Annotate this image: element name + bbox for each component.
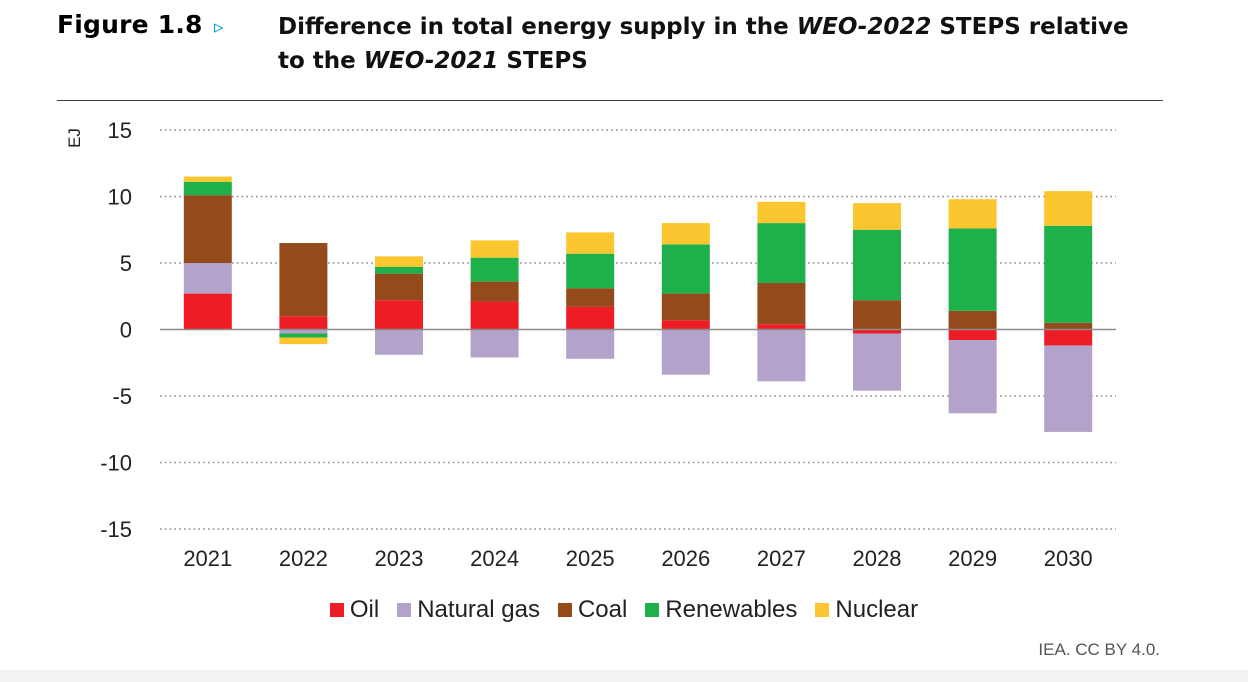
legend-swatch — [645, 603, 660, 617]
bar-segment-renewables — [375, 266, 423, 274]
bar-segment-renewables — [661, 244, 710, 294]
legend-label: Natural gas — [417, 596, 540, 623]
bar-segment-oil — [375, 300, 423, 330]
bar-segment-natural-gas — [853, 333, 901, 391]
y-tick-label: -5 — [112, 384, 132, 409]
bar-segment-natural-gas — [661, 329, 710, 375]
source-credit: IEA. CC BY 4.0. — [1038, 640, 1160, 659]
bar-segment-oil — [279, 316, 328, 330]
bar-segment-nuclear — [566, 232, 615, 254]
bar-segment-renewables — [183, 181, 232, 196]
y-tick-label: 10 — [108, 185, 132, 210]
legend-item-oil: Oil — [329, 596, 380, 624]
x-tick-label: 2024 — [470, 546, 519, 571]
figure-title: Difference in total energy supply in the… — [278, 10, 1158, 78]
title-text-2: STEPS relative to the — [278, 14, 1129, 74]
title-text-1: Difference in total energy supply in the — [278, 14, 797, 40]
title-italic-2: WEO-2021 — [363, 48, 499, 74]
bar-segment-natural-gas — [566, 329, 615, 359]
bar-segment-renewables — [948, 228, 997, 311]
legend-item-renewables: Renewables — [645, 596, 797, 624]
y-tick-label: 0 — [120, 318, 132, 343]
legend-swatch — [397, 603, 412, 617]
bar-segment-nuclear — [661, 223, 710, 245]
legend-label: Renewables — [665, 596, 798, 623]
title-text-3: STEPS — [498, 48, 588, 74]
legend-label: Oil — [349, 596, 380, 623]
legend-label: Nuclear — [835, 596, 919, 623]
bar-segment-coal — [470, 281, 519, 302]
bar-segment-renewables — [1044, 225, 1093, 323]
bar-segment-coal — [853, 300, 901, 330]
bar-segment-nuclear — [375, 256, 423, 267]
bar-segment-renewables — [566, 253, 615, 289]
legend-swatch — [557, 603, 572, 617]
x-tick-label: 2026 — [661, 546, 710, 571]
chart-legend: Oil Natural gas Coal Renewables Nuclear — [0, 596, 1248, 624]
bar-segment-coal — [1044, 322, 1093, 330]
bar-segment-natural-gas — [183, 263, 232, 294]
legend-label: Coal — [577, 596, 628, 623]
legend-swatch — [815, 603, 830, 617]
figure-number: Figure 1.8 — [57, 10, 203, 39]
bar-segment-oil — [183, 293, 232, 330]
bar-segment-nuclear — [948, 199, 997, 229]
bar-segment-nuclear — [757, 201, 806, 224]
legend-item-coal: Coal — [557, 596, 628, 624]
bar-segment-oil — [661, 320, 710, 330]
bar-segment-renewables — [470, 257, 519, 282]
bar-segment-natural-gas — [948, 340, 997, 414]
x-tick-label: 2021 — [183, 546, 232, 571]
legend-item-natural-gas: Natural gas — [397, 596, 540, 624]
y-tick-label: -15 — [100, 517, 132, 542]
x-tick-label: 2022 — [279, 546, 328, 571]
bar-segment-natural-gas — [1044, 345, 1093, 432]
bar-segment-nuclear — [470, 240, 519, 258]
bar-segment-coal — [757, 282, 806, 325]
figure-arrow-icon: ▹ — [214, 16, 224, 38]
x-tick-label: 2025 — [566, 546, 615, 571]
y-tick-label: -10 — [100, 451, 132, 476]
bar-segment-coal — [948, 310, 997, 330]
legend-swatch — [329, 603, 344, 617]
bar-segment-nuclear — [1044, 191, 1093, 226]
bar-segment-nuclear — [853, 203, 901, 230]
bar-segment-natural-gas — [470, 329, 519, 358]
bar-segment-oil — [566, 306, 615, 330]
y-axis-label: EJ — [65, 128, 84, 148]
bar-segment-coal — [566, 288, 615, 307]
bar-segment-oil — [470, 301, 519, 330]
bar-segment-renewables — [853, 229, 901, 301]
bar-segment-renewables — [279, 333, 328, 338]
y-tick-label: 15 — [108, 118, 132, 143]
bar-segment-nuclear — [183, 176, 232, 182]
bar-segment-natural-gas — [375, 329, 423, 355]
bar-segment-coal — [279, 243, 328, 317]
title-italic-1: WEO-2022 — [796, 14, 932, 40]
x-tick-label: 2027 — [757, 546, 806, 571]
title-divider — [57, 100, 1163, 101]
bar-segment-coal — [375, 273, 423, 301]
bar-segment-natural-gas — [757, 329, 806, 382]
bar-segment-natural-gas — [279, 329, 328, 334]
bar-segment-oil — [948, 329, 997, 341]
bar-segment-oil — [757, 324, 806, 330]
bar-segment-nuclear — [279, 337, 328, 345]
bar-segment-coal — [661, 293, 710, 321]
y-tick-label: 5 — [120, 251, 132, 276]
bar-segment-renewables — [757, 223, 806, 283]
legend-item-nuclear: Nuclear — [815, 596, 918, 624]
x-tick-label: 2023 — [375, 546, 424, 571]
bar-segment-coal — [183, 195, 232, 263]
x-tick-label: 2030 — [1044, 546, 1093, 571]
x-tick-label: 2029 — [948, 546, 997, 571]
bar-segment-oil — [1044, 329, 1093, 346]
bar-segment-oil — [853, 329, 901, 334]
x-tick-label: 2028 — [853, 546, 902, 571]
